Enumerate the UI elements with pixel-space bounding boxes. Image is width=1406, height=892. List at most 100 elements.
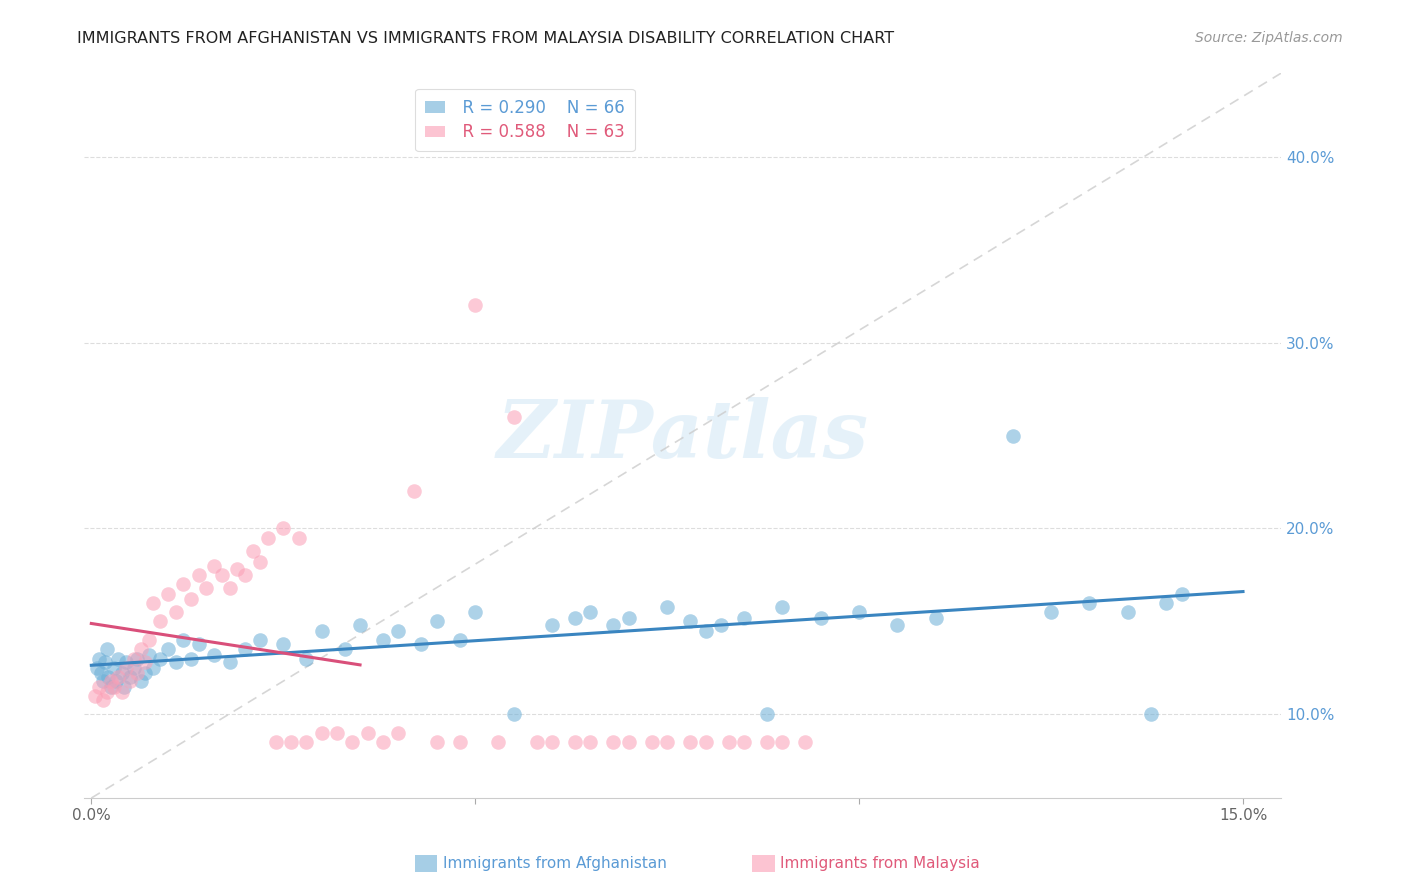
Point [142,661,165,675]
Point [371,735,394,749]
Text: Immigrants from Afghanistan: Immigrants from Afghanistan [443,856,666,871]
Point [122,661,145,675]
Point [118,673,141,688]
Point [138,648,160,662]
Point [602,735,624,749]
Point [86,661,108,675]
Point [449,735,471,749]
Point [1078,596,1101,610]
Text: Source: ZipAtlas.com: Source: ZipAtlas.com [1195,31,1343,45]
Point [87,651,110,665]
Point [111,666,134,681]
Point [165,656,187,670]
Point [695,735,717,749]
Point [426,615,449,629]
Point [717,735,740,749]
Point [1140,707,1163,722]
Point [1116,605,1139,619]
Point [733,735,755,749]
Point [733,611,755,625]
Point [100,680,122,694]
Point [280,735,302,749]
Point [502,409,524,424]
Point [103,680,125,694]
Point [87,680,110,694]
Point [387,726,409,740]
Legend:   R = 0.290    N = 66,   R = 0.588    N = 63: R = 0.290 N = 66, R = 0.588 N = 63 [415,88,634,152]
Point [107,670,129,684]
Point [94,656,117,670]
Point [211,568,233,582]
Point [134,656,156,670]
Point [226,562,249,576]
Point [770,735,793,749]
Point [295,735,318,749]
Point [84,689,107,703]
Point [129,642,152,657]
Point [602,618,624,632]
Point [426,735,449,749]
Point [180,651,202,665]
Point [464,298,486,312]
Point [233,642,256,657]
Point [657,599,679,614]
Point [271,521,294,535]
Point [486,735,509,749]
Point [311,726,333,740]
Point [541,735,564,749]
Point [142,596,165,610]
Point [333,642,356,657]
Point [127,651,149,665]
Point [564,735,586,749]
Point [134,666,156,681]
Point [233,568,256,582]
Point [89,666,111,681]
Point [679,615,702,629]
Point [564,611,586,625]
Point [287,531,309,545]
Point [157,642,180,657]
Point [579,735,602,749]
Point [502,707,524,722]
Point [122,651,145,665]
Point [617,735,640,749]
Point [1040,605,1063,619]
Point [526,735,548,749]
Point [249,633,271,648]
Point [264,735,287,749]
Point [271,637,294,651]
Point [107,651,129,665]
Point [755,735,778,749]
Point [349,618,371,632]
Point [96,642,118,657]
Point [112,680,135,694]
Point [295,651,318,665]
Point [202,558,225,573]
Point [464,605,486,619]
Point [755,707,778,722]
Point [115,661,138,675]
Point [411,637,433,651]
Point [202,648,225,662]
Point [129,673,152,688]
Point [770,599,793,614]
Point [111,685,134,699]
Point [218,656,240,670]
Point [249,555,271,569]
Point [138,633,160,648]
Point [311,624,333,638]
Point [172,633,194,648]
Point [848,605,870,619]
Point [326,726,349,740]
Point [342,735,364,749]
Point [149,651,172,665]
Point [371,633,394,648]
Point [165,605,187,619]
Point [886,618,908,632]
Point [104,673,127,688]
Point [195,581,218,595]
Point [172,577,194,591]
Point [710,618,733,632]
Point [91,673,114,688]
Point [187,568,209,582]
